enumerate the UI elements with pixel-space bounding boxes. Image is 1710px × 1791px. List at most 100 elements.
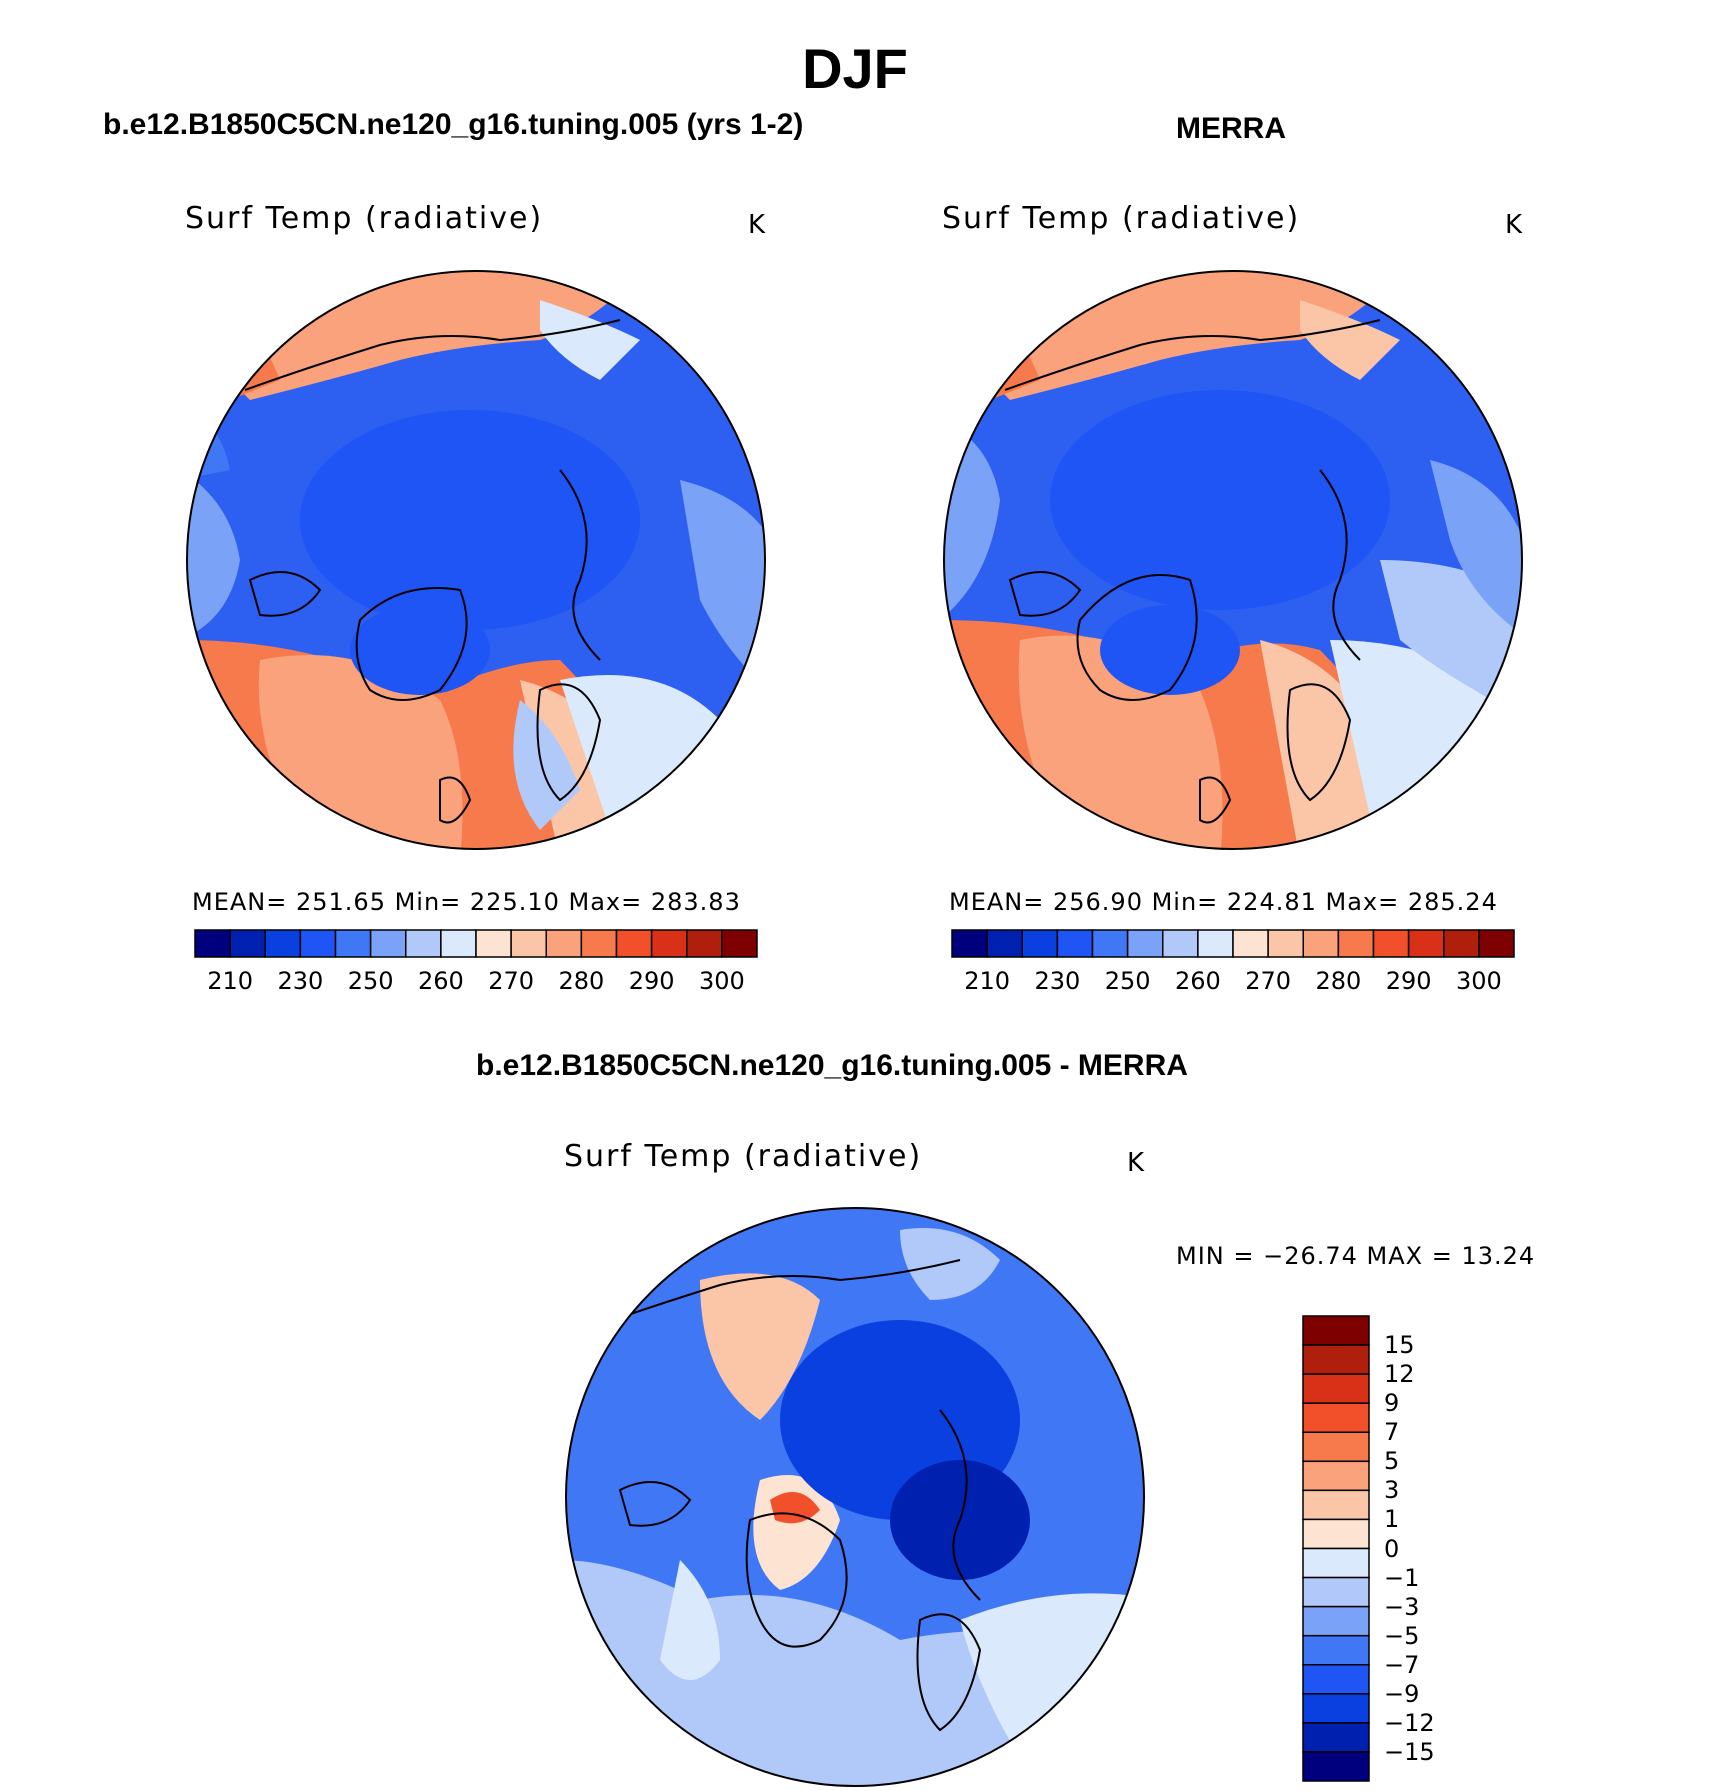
obs-colorbar-cell — [1021, 929, 1059, 958]
model-colorbar-cell — [405, 929, 442, 958]
obs-colorbar-tick-label: 230 — [1034, 967, 1081, 995]
model-variable-title: Surf Temp (radiative) — [185, 201, 544, 236]
figure-title: DJF — [802, 37, 908, 100]
obs-colorbar-cell — [1232, 929, 1269, 958]
model-units: K — [748, 210, 766, 240]
obs-colorbar-cell — [1372, 929, 1410, 958]
obs-map-border — [943, 270, 1523, 850]
model-colorbar — [194, 929, 758, 958]
obs-colorbar-tick-label: 300 — [1455, 967, 1502, 995]
model-colorbar-tick-label: 300 — [698, 967, 745, 995]
difference-colorbar — [1302, 1315, 1370, 1782]
difference-colorbar-cell — [1302, 1518, 1370, 1550]
model-colorbar-cell — [194, 929, 231, 958]
obs-colorbar-cell — [1302, 929, 1340, 958]
obs-variable-title: Surf Temp (radiative) — [942, 201, 1301, 236]
model-colorbar-cell — [510, 929, 547, 958]
obs-colorbar — [951, 929, 1515, 958]
model-colorbar-cell — [580, 929, 618, 958]
difference-colorbar-cell — [1302, 1605, 1370, 1637]
difference-colorbar-cell — [1302, 1489, 1370, 1521]
difference-colorbar-tick-label: 1 — [1384, 1505, 1400, 1534]
difference-variable-title: Surf Temp (radiative) — [564, 1139, 923, 1174]
model-colorbar-tick-label: 210 — [207, 967, 254, 995]
difference-units: K — [1127, 1148, 1145, 1178]
model-colorbar-cell — [615, 929, 653, 958]
difference-colorbar-cell — [1302, 1431, 1370, 1463]
difference-colorbar-tick-label: 7 — [1384, 1418, 1400, 1447]
model-colorbar-cell — [440, 929, 477, 958]
difference-colorbar-tick-label: −15 — [1384, 1737, 1435, 1766]
obs-colorbar-cell — [1126, 929, 1164, 958]
difference-colorbar-cell — [1302, 1460, 1370, 1492]
obs-colorbar-tick-label: 280 — [1315, 967, 1362, 995]
model-colorbar-tick-label: 230 — [277, 967, 324, 995]
obs-colorbar-cell — [1197, 929, 1234, 958]
model-panel-title: b.e12.B1850C5CN.ne120_g16.tuning.005 (yr… — [103, 108, 804, 141]
obs-colorbar-tick-label: 290 — [1385, 967, 1432, 995]
difference-colorbar-cell — [1302, 1315, 1370, 1346]
model-colorbar-cell — [229, 929, 266, 958]
obs-colorbar-cell — [1267, 929, 1304, 958]
obs-colorbar-cell — [951, 929, 988, 958]
model-map-border — [186, 270, 766, 850]
model-colorbar-cell — [545, 929, 583, 958]
model-colorbar-cell — [369, 929, 407, 958]
obs-colorbar-cell — [1056, 929, 1094, 958]
difference-colorbar-cell — [1302, 1664, 1370, 1695]
model-colorbar-cell — [721, 929, 758, 958]
difference-colorbar-cell — [1302, 1373, 1370, 1404]
obs-stats: MEAN= 256.90 Min= 224.81 Max= 285.24 — [949, 888, 1498, 916]
difference-colorbar-cell — [1302, 1722, 1370, 1753]
obs-panel-title: MERRA — [1176, 112, 1286, 145]
obs-colorbar-cell — [1091, 929, 1129, 958]
difference-colorbar-cell — [1302, 1344, 1370, 1375]
difference-panel-title: b.e12.B1850C5CN.ne120_g16.tuning.005 - M… — [476, 1049, 1188, 1082]
model-stats: MEAN= 251.65 Min= 225.10 Max= 283.83 — [192, 888, 741, 916]
obs-colorbar-tick-label: 270 — [1245, 967, 1292, 995]
difference-colorbar-cell — [1302, 1402, 1370, 1433]
model-colorbar-cell — [334, 929, 372, 958]
difference-colorbar-tick-label: −5 — [1384, 1621, 1420, 1650]
obs-colorbar-tick-label: 250 — [1104, 967, 1151, 995]
obs-colorbar-tick-label: 210 — [964, 967, 1011, 995]
obs-colorbar-cell — [1337, 929, 1375, 958]
obs-colorbar-tick-label: 260 — [1174, 967, 1221, 995]
difference-colorbar-tick-label: 12 — [1384, 1360, 1415, 1389]
difference-colorbar-tick-label: 15 — [1384, 1331, 1415, 1360]
difference-colorbar-cell — [1302, 1634, 1370, 1666]
model-colorbar-cell — [299, 929, 337, 958]
difference-colorbar-tick-label: 5 — [1384, 1447, 1400, 1476]
obs-units: K — [1505, 210, 1523, 240]
obs-colorbar-cell — [1162, 929, 1199, 958]
model-colorbar-cell — [475, 929, 512, 958]
model-colorbar-cell — [650, 929, 688, 958]
model-colorbar-cell — [686, 929, 723, 958]
difference-colorbar-tick-label: 0 — [1384, 1534, 1400, 1563]
difference-colorbar-tick-label: 3 — [1384, 1476, 1400, 1505]
model-colorbar-cell — [264, 929, 302, 958]
model-colorbar-tick-label: 260 — [417, 967, 464, 995]
obs-colorbar-cell — [1478, 929, 1515, 958]
difference-colorbar-cell — [1302, 1576, 1370, 1608]
difference-colorbar-tick-label: −1 — [1384, 1563, 1420, 1592]
difference-colorbar-tick-label: −3 — [1384, 1592, 1420, 1621]
difference-colorbar-tick-label: −12 — [1384, 1708, 1435, 1737]
difference-colorbar-tick-label: 9 — [1384, 1389, 1400, 1418]
difference-colorbar-tick-label: −7 — [1384, 1650, 1420, 1679]
obs-colorbar-cell — [986, 929, 1023, 958]
model-colorbar-tick-label: 290 — [628, 967, 675, 995]
model-colorbar-tick-label: 250 — [347, 967, 394, 995]
obs-colorbar-cell — [1407, 929, 1445, 958]
difference-colorbar-cell — [1302, 1693, 1370, 1724]
model-colorbar-tick-label: 270 — [488, 967, 535, 995]
obs-colorbar-cell — [1443, 929, 1480, 958]
difference-colorbar-tick-label: −9 — [1384, 1679, 1420, 1708]
difference-colorbar-cell — [1302, 1751, 1370, 1782]
obs-map — [944, 271, 1522, 849]
difference-stats: MIN = −26.74 MAX = 13.24 — [1176, 1242, 1536, 1270]
model-colorbar-tick-label: 280 — [558, 967, 605, 995]
difference-map-border — [565, 1207, 1145, 1787]
difference-colorbar-cell — [1302, 1547, 1370, 1579]
